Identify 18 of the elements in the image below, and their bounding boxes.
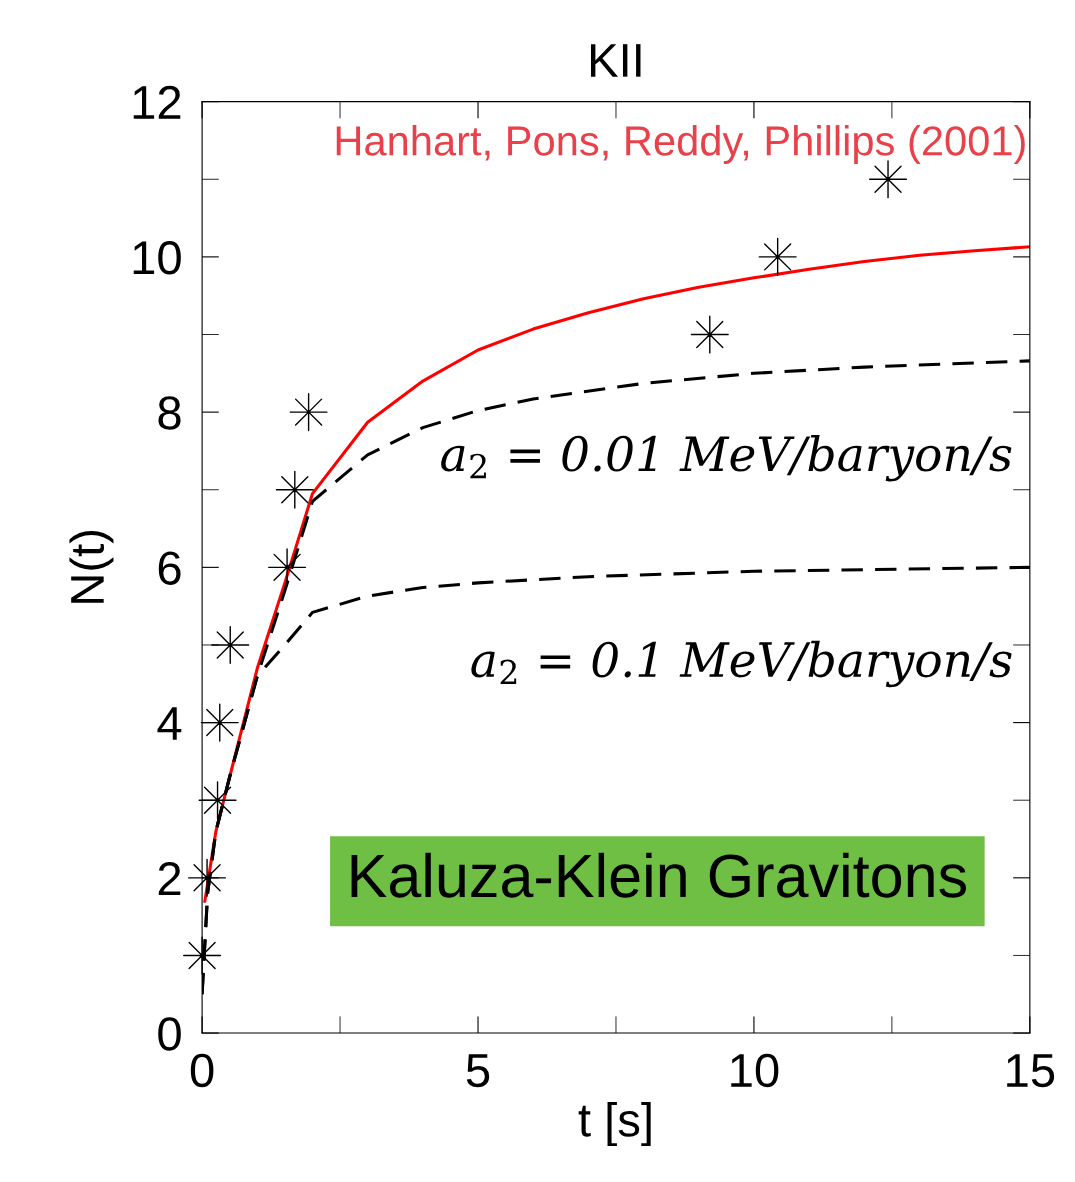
y-tick-label: 12 — [133, 85, 181, 119]
y-tick-label: 4 — [157, 707, 182, 740]
y-tick-label: 2 — [158, 861, 181, 895]
chart-title: KII — [590, 44, 641, 77]
annotation: a$_{2}$ = 0.1 MeV/baryon/s — [471, 640, 1012, 688]
x-tick-label: 15 — [1007, 1054, 1055, 1088]
annotation: Kaluza-Klein Gravitons — [351, 852, 966, 898]
x-tick-label: 5 — [466, 1054, 490, 1088]
y-axis-title: N(t) — [69, 530, 114, 603]
y-tick-label: 10 — [133, 241, 181, 275]
x-tick-label: 10 — [731, 1053, 779, 1088]
x-axis-title: t [s] — [578, 1102, 651, 1147]
annotation: a$_{2}$ = 0.01 MeV/baryon/s — [441, 435, 1012, 482]
y-tick-label: 0 — [158, 1017, 181, 1051]
x-tick-label: 0 — [190, 1053, 214, 1088]
annotation: Hanhart, Pons, Reddy, Phillips (2001) — [336, 125, 1025, 164]
y-tick-label: 8 — [158, 396, 181, 430]
y-tick-label: 6 — [158, 551, 181, 585]
